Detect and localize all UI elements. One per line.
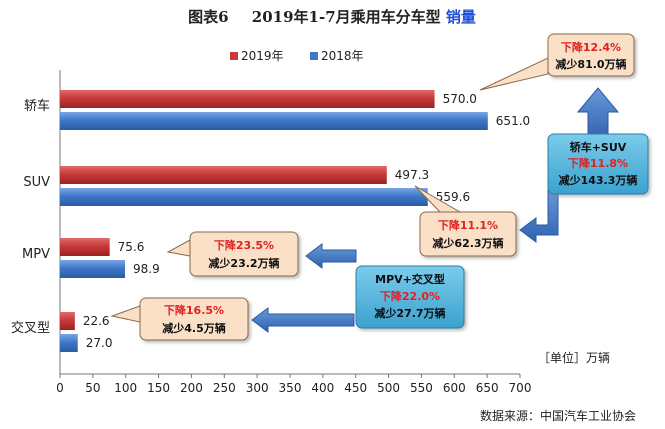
summary-sedan-suv-line1: 下降11.8% <box>568 156 628 170</box>
unit-label: ［单位］万辆 <box>538 350 610 365</box>
callout-cross: 下降16.5% 减少4.5万辆 <box>139 297 249 341</box>
cross-callout-tail <box>110 305 141 323</box>
callout-suv-box <box>419 211 517 257</box>
callout-mpv-box <box>189 231 299 277</box>
x-tick-label-300: 300 <box>246 381 269 395</box>
summary-mpv-cross-line0: MPV+交叉型 <box>375 272 445 286</box>
arrow-left-to-suv-callout <box>519 189 559 243</box>
category-label-suv: SUV <box>23 175 50 190</box>
arrows-group <box>251 87 620 333</box>
bar-suv-2018 <box>60 188 428 206</box>
title-prefix: 图表6 <box>188 8 228 26</box>
bar-value-mpv-2019: 75.6 <box>118 240 145 254</box>
callout-tails <box>110 57 549 323</box>
legend: 2019年 2018年 <box>230 49 364 63</box>
bar-value-cross-2018: 27.0 <box>86 336 113 350</box>
callout-mpv: 下降23.5% 减少23.2万辆 <box>189 231 299 277</box>
callout-suv-line2: 减少62.3万辆 <box>432 236 503 250</box>
title-main: 2019年1-7月乘用车分车型 <box>252 8 441 26</box>
x-tick-label-100: 100 <box>114 381 137 395</box>
bar-sedan-2019 <box>60 90 435 108</box>
x-tick-label-450: 450 <box>344 381 367 395</box>
category-label-sedan: 轿车 <box>24 98 50 114</box>
callout-sedan-line1: 下降12.4% <box>561 40 621 54</box>
x-tick-label-250: 250 <box>213 381 236 395</box>
bar-value-suv-2018: 559.6 <box>436 190 470 204</box>
bar-value-suv-2019: 497.3 <box>395 168 429 182</box>
category-label-mpv: MPV <box>22 247 50 262</box>
bar-mpv-2019 <box>60 238 110 256</box>
callout-mpv-line1: 下降23.5% <box>214 238 274 252</box>
bar-cross-2018 <box>60 334 78 352</box>
x-tick-label-400: 400 <box>311 381 334 395</box>
x-tick-label-150: 150 <box>147 381 170 395</box>
x-tick-label-600: 600 <box>443 381 466 395</box>
summary-sedan-suv-line2: 减少143.3万辆 <box>559 173 638 187</box>
category-label-cross: 交叉型 <box>11 320 50 336</box>
legend-label-2019: 2019年 <box>241 49 284 63</box>
arrow-up-to-sedan-callout <box>576 87 620 141</box>
mpv-callout-tail <box>166 239 191 257</box>
bars-group <box>60 90 488 352</box>
summary-mpv-cross: MPV+交叉型 下降22.0% 减少27.7万辆 <box>355 265 465 329</box>
title-highlight: 销量 <box>446 8 476 26</box>
summary-mpv-cross-box <box>355 265 465 329</box>
bar-value-cross-2019: 22.6 <box>83 314 110 328</box>
bar-value-sedan-2018: 651.0 <box>496 114 530 128</box>
legend-swatch-2018 <box>310 52 318 60</box>
arrow-left-to-cross-callout <box>251 307 355 333</box>
arrow-left-to-mpv-callout <box>305 243 357 269</box>
bar-mpv-2018 <box>60 260 125 278</box>
summary-sedan-suv-line0: 轿车+SUV <box>570 140 627 154</box>
callout-cross-line2: 减少4.5万辆 <box>162 321 226 335</box>
bar-value-mpv-2018: 98.9 <box>133 262 160 276</box>
bar-suv-2019 <box>60 166 387 184</box>
x-tick-label-550: 550 <box>410 381 433 395</box>
callout-sedan-line2: 减少81.0万辆 <box>555 57 626 71</box>
chart-title: 图表6 2019年1-7月乘用车分车型 销量 <box>188 8 476 26</box>
legend-label-2018: 2018年 <box>321 49 364 63</box>
x-tick-label-350: 350 <box>279 381 302 395</box>
x-tick-label-200: 200 <box>180 381 203 395</box>
x-ticks-group: 0 50 100 150 200 250 300 350 400 450 500 550 600 650 7… <box>56 374 531 395</box>
x-tick-label-650: 650 <box>476 381 499 395</box>
bar-cross-2019 <box>60 312 75 330</box>
bar-sedan-2018 <box>60 112 488 130</box>
x-tick-label-50: 50 <box>85 381 100 395</box>
source-note: 数据来源：中国汽车工业协会 <box>480 408 636 423</box>
x-tick-label-700: 700 <box>509 381 532 395</box>
callout-sedan-box <box>547 33 635 77</box>
sedan-callout-tail <box>479 57 549 91</box>
callout-suv: 下降11.1% 减少62.3万辆 <box>419 211 517 257</box>
summary-mpv-cross-line1: 下降22.0% <box>380 289 440 303</box>
bar-value-sedan-2019: 570.0 <box>443 92 477 106</box>
callout-cross-line1: 下降16.5% <box>164 303 224 317</box>
callout-suv-line1: 下降11.1% <box>438 218 498 232</box>
callout-mpv-line2: 减少23.2万辆 <box>208 256 279 270</box>
x-tick-label-0: 0 <box>56 381 64 395</box>
x-tick-label-500: 500 <box>377 381 400 395</box>
summary-mpv-cross-line2: 减少27.7万辆 <box>374 306 445 320</box>
callout-cross-box <box>139 297 249 341</box>
summary-sedan-suv-box <box>547 133 649 195</box>
bar-labels-group: 570.0 651.0 497.3 559.6 75.6 98.9 22.6 27.0 <box>83 92 530 350</box>
legend-swatch-2019 <box>230 52 238 60</box>
summary-sedan-suv: 轿车+SUV 下降11.8% 减少143.3万辆 <box>547 133 649 195</box>
callout-sedan: 下降12.4% 减少81.0万辆 <box>547 33 635 77</box>
